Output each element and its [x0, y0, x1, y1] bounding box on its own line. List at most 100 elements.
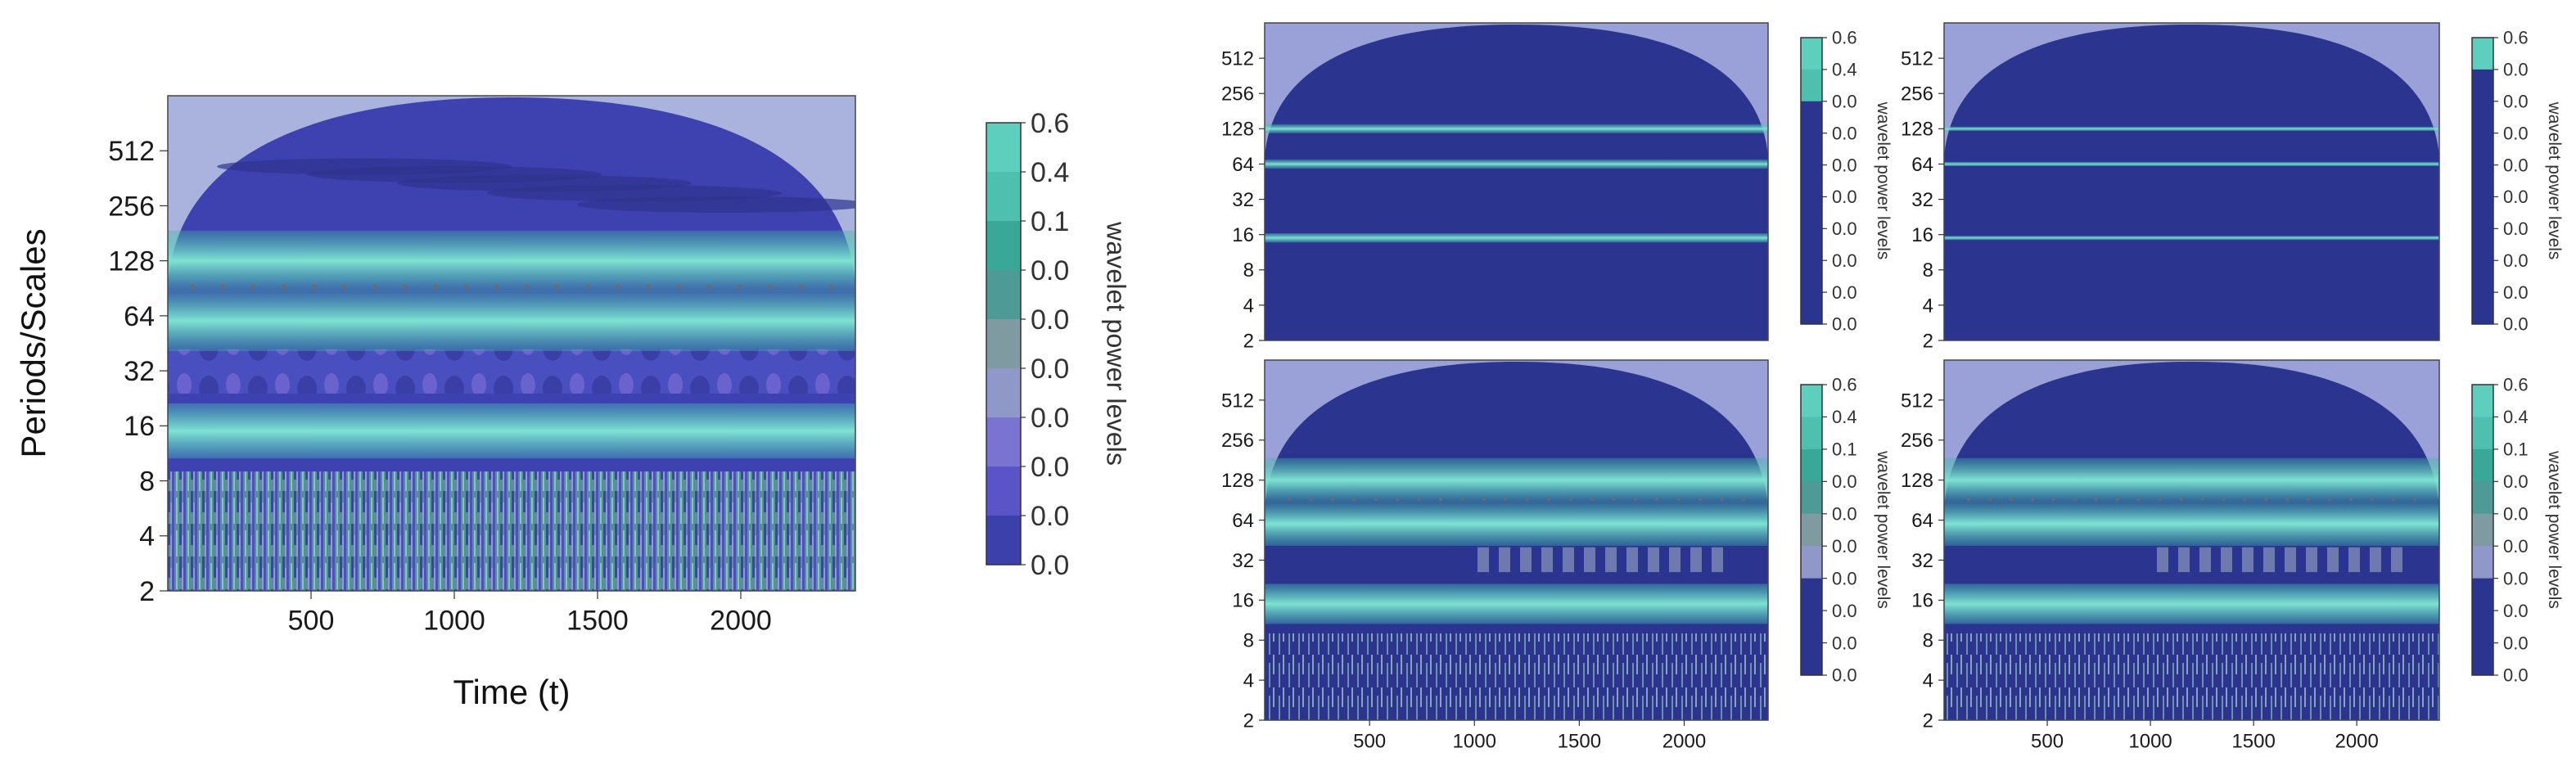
ridge-dot [1525, 497, 1529, 502]
band-period-15 [168, 403, 855, 459]
ridge-dot [1546, 497, 1551, 502]
colorbar: 0.6 0.0 0.0 0.0 0.0 0.0 0.0 0.0 0.0 0.0 wavelet po… [2471, 28, 2564, 335]
scale-32-fragment [2242, 547, 2253, 573]
ridge-dot [1417, 497, 1421, 502]
ridge-dot [2200, 497, 2204, 502]
scale-32-fragment [1626, 547, 1638, 573]
colorbar-tick-label: 0.0 [2503, 219, 2529, 239]
colorbar-title: wavelet power levels [2545, 450, 2564, 609]
y-tick-label: 256 [1221, 430, 1254, 452]
ridge-dot [828, 284, 834, 290]
y-axis-title: Periods/Scales [14, 228, 52, 457]
colorbar-tick-label: 0.0 [2503, 471, 2529, 492]
ridge-dot [281, 284, 286, 290]
y-tick-label: 64 [1232, 510, 1254, 532]
colorbar-segment [2472, 642, 2493, 676]
band-period-15 [1265, 233, 1768, 243]
band-period-128 [1944, 126, 2439, 131]
colorbar-tick-label: 0.0 [1832, 91, 1857, 111]
colorbar-segment [2472, 578, 2493, 611]
ridge-dot [2328, 497, 2332, 502]
ridge-dot [2158, 497, 2162, 502]
y-tick-label: 512 [1901, 390, 1933, 412]
ridge-dot [2222, 497, 2226, 502]
plot-area-top-right [1944, 23, 2439, 340]
colorbar-segment [2472, 448, 2493, 482]
colorbar-tick-label: 0.0 [1832, 123, 1857, 143]
ridge-dot [402, 284, 408, 290]
scale-32-region [168, 349, 855, 394]
colorbar-segment [2472, 196, 2493, 229]
y-tick-label: 32 [1232, 550, 1254, 572]
colorbar-title: wavelet power levels [1101, 221, 1130, 466]
x-tick-label: 500 [2031, 730, 2064, 752]
ridge-dot [1504, 497, 1508, 502]
y-tick-label: 512 [1901, 48, 1933, 70]
scale-32-fragment [2199, 547, 2211, 573]
scale-32-fragment [1712, 547, 1723, 573]
y-tick-label: 4 [1923, 670, 1933, 692]
colorbar-tick-label: 0.6 [2503, 28, 2529, 48]
colorbar-tick-label: 0.0 [2503, 60, 2529, 80]
ridge-dot [1395, 497, 1400, 502]
colorbar-tick-label: 0.6 [1031, 108, 1069, 139]
colorbar-segment [1801, 164, 1822, 197]
colorbar-tick-label: 0.4 [2503, 407, 2529, 427]
band-period-60 [168, 291, 855, 352]
scale-32-fragment [2157, 547, 2168, 573]
colorbar-tick-label: 0.0 [2503, 601, 2529, 621]
colorbar-tick-label: 0.6 [2503, 375, 2529, 395]
colorbar-segment [986, 270, 1021, 320]
colorbar-tick-label: 0.0 [1031, 452, 1069, 483]
colorbar-segment [1801, 642, 1822, 676]
colorbar-tick-label: 0.0 [1031, 255, 1069, 286]
plot-area-bottom-right [1944, 360, 2439, 720]
colorbar-tick-label: 0.0 [1832, 282, 1857, 303]
colorbar-tick-label: 0.1 [1832, 439, 1857, 460]
y-tick-label: 128 [1901, 119, 1933, 141]
colorbar-segment [2472, 292, 2493, 325]
colorbar-segment [986, 319, 1021, 369]
colorbar-segment [2472, 513, 2493, 547]
ridge-dot [433, 284, 439, 290]
x-tick-label: 500 [288, 605, 335, 636]
scale-32-fragment [1605, 547, 1617, 573]
scale-32-region [1265, 544, 1768, 577]
ridge-dot [1309, 497, 1313, 502]
scale-32-fragment [2285, 547, 2296, 573]
ridge-dot [1966, 497, 1971, 502]
y-tick-label: 4 [1243, 670, 1254, 692]
y-tick-label: 4 [139, 521, 155, 552]
ridge-dot [615, 284, 621, 290]
y-tick-label: 64 [124, 301, 155, 332]
y-tick-label: 512 [108, 136, 155, 167]
scale-32-fragment [1563, 547, 1574, 573]
x-tick-label: 1000 [1453, 730, 1496, 752]
scale-32-fragment [1477, 547, 1489, 573]
panel-top-middle: 2481632641282565120.60.40.00.00.00.00.00… [1221, 22, 1893, 352]
ridge-dot [341, 284, 347, 290]
colorbar-segment [1801, 611, 1822, 644]
low-frequency-ripple [577, 196, 855, 213]
colorbar-segment [986, 516, 1021, 565]
colorbar: 0.6 0.4 0.1 0.0 0.0 0.0 0.0 0.0 0.0 0.0 wavelet po… [2471, 375, 2564, 686]
x-tick-label: 2000 [1662, 730, 1706, 752]
colorbar-tick-label: 0.0 [1832, 503, 1857, 524]
colorbar-tick-label: 0.0 [1031, 501, 1069, 532]
colorbar-segment [986, 221, 1021, 271]
scale-32-fragment [1499, 547, 1510, 573]
y-tick-label: 32 [1232, 189, 1254, 211]
ridge-dot [463, 284, 469, 290]
y-tick-label: 2 [1243, 710, 1254, 732]
band-period-128 [1265, 457, 1768, 502]
ridge-dot [1633, 497, 1638, 502]
colorbar-tick-label: 0.0 [2503, 123, 2529, 143]
y-tick-label: 64 [1911, 154, 1933, 176]
colorbar-tick-label: 0.0 [2503, 282, 2529, 303]
y-tick-label: 4 [1243, 295, 1254, 317]
colorbar-frame [986, 122, 1022, 565]
scale-32-fragment [1584, 547, 1595, 573]
colorbar-tick-label: 0.0 [1832, 633, 1857, 653]
colorbar-tick-label: 0.0 [2503, 91, 2529, 111]
